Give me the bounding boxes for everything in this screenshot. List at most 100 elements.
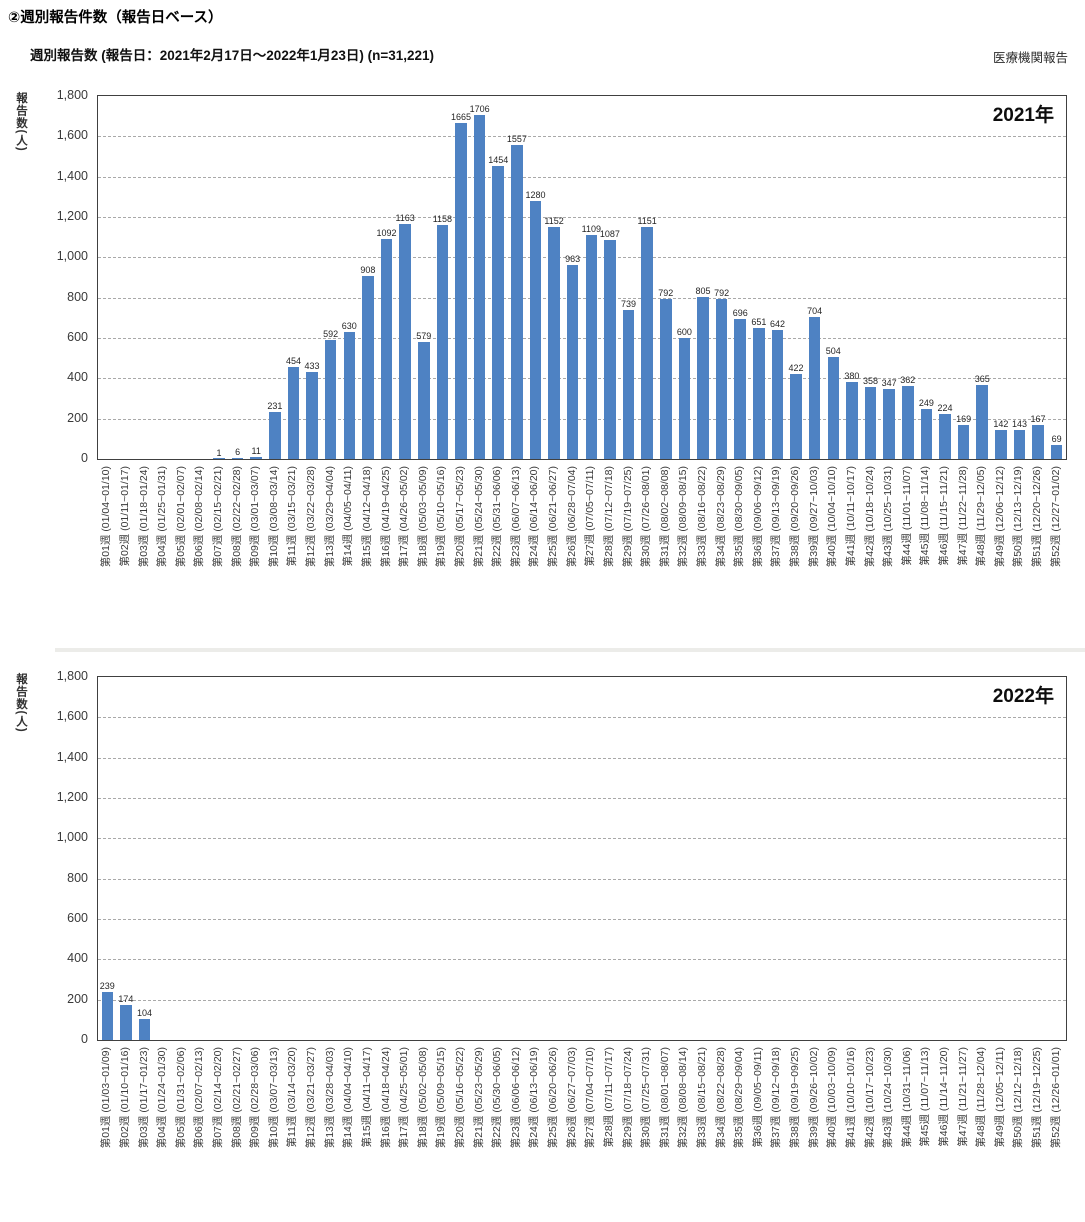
bar	[976, 385, 988, 459]
bar	[362, 275, 374, 459]
x-tick-label: 第17週 (04/26~05/02)	[398, 466, 411, 568]
x-tick-label: 第18週 (05/03~05/09)	[416, 466, 429, 568]
gridline	[98, 798, 1066, 799]
bar-value-label: 380	[844, 371, 860, 382]
bar-value-label: 239	[99, 980, 115, 991]
x-tick-label: 第26週 (06/27~07/03)	[565, 1047, 578, 1149]
bar-chart-2021: 報告数(人) 0 200 400 600 800 1,000 1,200 1,400 1,600…	[0, 88, 1085, 641]
bar	[287, 367, 300, 459]
x-tick-label: 第04週 (01/25~01/31)	[156, 466, 169, 568]
bar	[213, 458, 225, 459]
bar	[231, 457, 244, 459]
x-tick-label: 第39週 (09/26~10/02)	[807, 1047, 820, 1149]
gridline	[98, 757, 1066, 759]
x-tick-label: 第05週 (01/31~02/06)	[174, 1047, 187, 1149]
x-tick-label: 第18週 (05/02~05/08)	[416, 1047, 429, 1149]
gridline	[98, 999, 1066, 1001]
y-tick-label: 200	[67, 410, 88, 425]
y-axis-title: 報告数(人)	[15, 673, 27, 733]
y-axis-title: 報告数(人)	[15, 92, 27, 152]
x-tick-label: 第08週 (02/21~02/27)	[230, 1047, 243, 1149]
x-axis-labels: 第01週 (01/03~01/09) 第02週 (01/10~01/16) 第03週…	[97, 1047, 1067, 1219]
x-tick-label: 第47週 (11/22~11/28)	[956, 466, 969, 566]
bar-value-label: 908	[360, 264, 376, 275]
divider-line	[55, 648, 1085, 652]
x-tick-label: 第48週 (11/29~12/05)	[975, 466, 988, 567]
y-tick-label: 800	[67, 870, 88, 885]
x-tick-label: 第29週 (07/19~07/25)	[621, 466, 634, 568]
x-tick-label: 第30週 (07/26~08/01)	[640, 466, 653, 568]
bar	[120, 1004, 132, 1040]
x-tick-label: 第01週 (01/04~01/10)	[100, 466, 113, 568]
bar-value-label: 347	[881, 378, 897, 389]
y-tick-label: 1,400	[56, 749, 88, 764]
x-tick-label: 第05週 (02/01~02/07)	[174, 466, 187, 568]
bar	[380, 238, 393, 459]
y-axis-ticks: 0 200 400 600 800 1,000 1,200 1,400 1,600 1,800	[28, 669, 88, 1046]
bar-value-label: 362	[900, 375, 916, 385]
x-tick-label: 第43週 (10/25~10/31)	[882, 466, 895, 568]
x-tick-label: 第16週 (04/19~04/25)	[379, 466, 392, 568]
bar	[417, 342, 430, 459]
x-tick-label: 第45週 (11/07~11/13)	[919, 1047, 932, 1147]
x-tick-label: 第27週 (07/04~07/10)	[584, 1047, 597, 1149]
bar-value-label: 433	[304, 360, 320, 371]
bar	[1050, 445, 1063, 459]
bar-value-label: 224	[937, 402, 953, 413]
x-tick-label: 第51週 (12/20~12/26)	[1031, 466, 1044, 568]
x-tick-label: 第13週 (03/29~04/04)	[323, 466, 336, 568]
bar-value-label: 1109	[581, 224, 601, 235]
bar	[808, 317, 821, 459]
bar	[641, 226, 653, 459]
bar	[455, 123, 467, 459]
bar-value-label: 642	[769, 318, 785, 329]
x-tick-label: 第39週 (09/27~10/03)	[807, 466, 820, 568]
x-tick-label: 第33週 (08/16~08/22)	[696, 466, 708, 568]
bar-value-label: 231	[267, 401, 283, 412]
bar-value-label: 1	[216, 447, 222, 458]
bar-value-label: 1152	[544, 215, 564, 226]
bar-value-label: 630	[341, 320, 357, 331]
x-tick-label: 第23週 (06/07~06/13)	[509, 466, 522, 568]
x-tick-label: 第42週 (10/17~10/23)	[863, 1047, 876, 1149]
x-tick-label: 第24週 (06/13~06/19)	[528, 1047, 541, 1149]
y-tick-label: 1,600	[56, 128, 88, 143]
gridline	[98, 717, 1066, 719]
x-tick-label: 第14週 (04/04~04/10)	[342, 1047, 355, 1149]
bar-value-label: 504	[825, 346, 841, 357]
y-tick-label: 1,600	[56, 709, 88, 724]
x-tick-label: 第28週 (07/11~07/17)	[602, 1047, 615, 1148]
bar-value-label: 651	[751, 316, 767, 327]
x-tick-label: 第40週 (10/04~10/10)	[826, 466, 839, 568]
bar	[697, 296, 709, 459]
bar	[659, 299, 672, 459]
bar	[1032, 425, 1044, 459]
y-tick-label: 200	[67, 991, 88, 1006]
bar	[734, 318, 746, 459]
gridline	[98, 136, 1066, 138]
bar-value-label: 1454	[488, 154, 509, 165]
bar-value-label: 963	[565, 253, 581, 264]
bar-value-label: 422	[788, 362, 804, 373]
x-tick-label: 第06週 (02/07~02/13)	[193, 1047, 206, 1149]
gridline	[98, 418, 1066, 420]
x-tick-label: 第38週 (09/19~09/25)	[789, 1047, 802, 1149]
bar-value-label: 6	[235, 446, 241, 457]
x-tick-label: 第22週 (05/30~06/05)	[491, 1047, 504, 1149]
x-tick-label: 第24週 (06/14~06/20)	[528, 466, 541, 568]
gridline	[98, 297, 1066, 299]
gridline	[98, 838, 1066, 840]
x-axis-labels: 第01週 (01/04~01/10) 第02週 (01/11~01/17) 第03週…	[97, 466, 1067, 638]
bar	[492, 165, 504, 459]
bar-value-label: 1087	[599, 228, 620, 239]
bar	[939, 413, 951, 459]
x-tick-label: 第44週 (11/01~11/07)	[900, 466, 913, 566]
x-tick-label: 第25週 (06/20~06/26)	[547, 1047, 560, 1149]
x-tick-label: 第29週 (07/18~07/24)	[621, 1047, 634, 1149]
bar	[678, 338, 691, 459]
gridline	[98, 257, 1066, 259]
x-tick-label: 第08週 (02/22~02/28)	[230, 466, 243, 568]
x-tick-label: 第25週 (06/21~06/27)	[547, 466, 560, 568]
y-tick-label: 400	[67, 951, 88, 966]
bar-value-label: 1557	[506, 134, 527, 145]
